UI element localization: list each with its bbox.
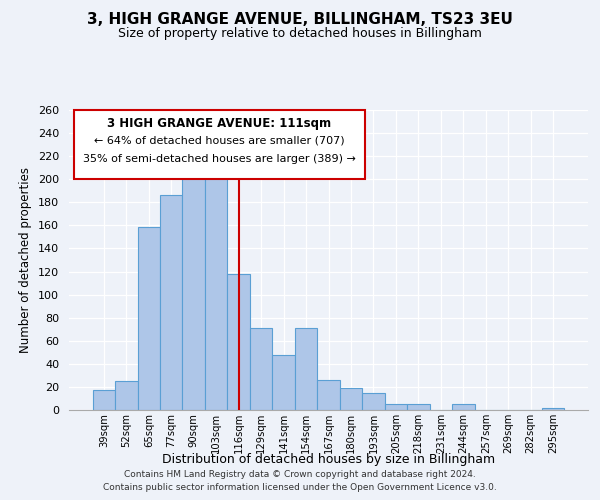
Bar bbox=[407, 404, 430, 410]
Bar bbox=[250, 328, 272, 410]
Bar bbox=[272, 354, 295, 410]
Bar bbox=[115, 381, 137, 410]
Bar bbox=[92, 390, 115, 410]
Bar bbox=[227, 274, 250, 410]
Text: Contains HM Land Registry data © Crown copyright and database right 2024.
Contai: Contains HM Land Registry data © Crown c… bbox=[103, 470, 497, 492]
Text: 3 HIGH GRANGE AVENUE: 111sqm: 3 HIGH GRANGE AVENUE: 111sqm bbox=[107, 118, 332, 130]
Bar bbox=[340, 388, 362, 410]
Text: ← 64% of detached houses are smaller (707): ← 64% of detached houses are smaller (70… bbox=[94, 136, 345, 145]
Bar bbox=[137, 226, 160, 410]
Text: 3, HIGH GRANGE AVENUE, BILLINGHAM, TS23 3EU: 3, HIGH GRANGE AVENUE, BILLINGHAM, TS23 … bbox=[87, 12, 513, 28]
FancyBboxPatch shape bbox=[74, 110, 365, 179]
Bar bbox=[385, 404, 407, 410]
Text: Size of property relative to detached houses in Billingham: Size of property relative to detached ho… bbox=[118, 28, 482, 40]
Bar bbox=[542, 408, 565, 410]
Bar bbox=[317, 380, 340, 410]
Bar bbox=[452, 404, 475, 410]
Bar bbox=[160, 196, 182, 410]
Text: Distribution of detached houses by size in Billingham: Distribution of detached houses by size … bbox=[162, 452, 496, 466]
Bar bbox=[362, 392, 385, 410]
Text: 35% of semi-detached houses are larger (389) →: 35% of semi-detached houses are larger (… bbox=[83, 154, 356, 164]
Bar bbox=[182, 169, 205, 410]
Bar bbox=[295, 328, 317, 410]
Y-axis label: Number of detached properties: Number of detached properties bbox=[19, 167, 32, 353]
Bar bbox=[205, 161, 227, 410]
